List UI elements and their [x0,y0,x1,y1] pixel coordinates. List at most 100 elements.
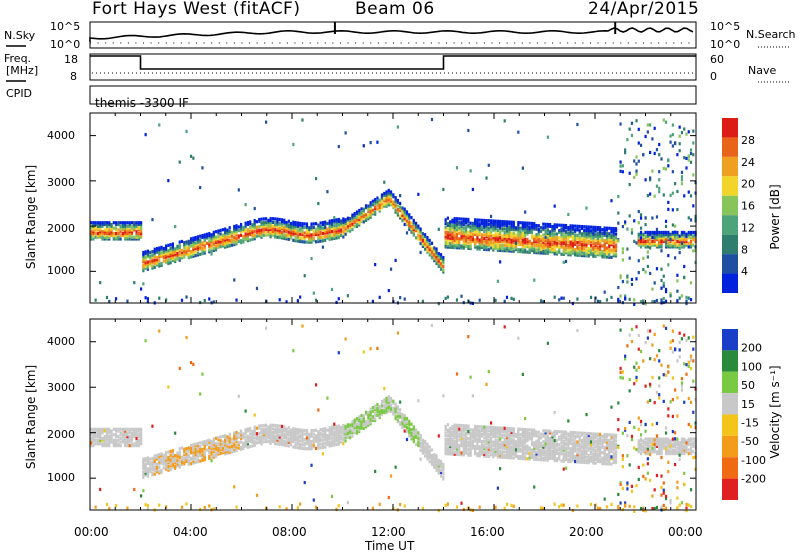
power-cell [449,220,452,224]
power-cell [296,228,299,232]
velocity-cell [349,428,352,433]
power-cell [112,221,115,225]
power-cell [674,236,677,240]
power-cell [312,231,315,235]
velocity-cell [169,464,172,468]
power-noise [635,162,638,166]
power-cell [410,225,413,229]
velocity-cell [519,456,522,461]
power-cell [203,236,206,241]
velocity-cell [294,427,297,431]
power-noise [471,187,474,192]
velocity-cell [301,434,304,438]
power-cell [505,231,509,235]
power-cell [342,219,345,223]
velocity-cell [171,456,175,460]
power-noise [369,141,372,145]
power-cell [169,255,172,259]
velocity-cell [328,435,331,439]
power-cell [599,235,602,239]
velocity-cell [464,436,468,441]
velocity-cell [299,444,302,448]
velocity-cell [553,446,556,450]
velocity-cell [564,446,568,451]
velocity-cell [210,450,213,454]
power-cell [476,220,479,224]
velocity-cell [114,429,118,433]
power-cell [596,235,599,239]
power-cell [264,231,268,235]
velocity-cell [183,460,186,464]
velocity-cell [267,436,270,440]
velocity-cell [555,459,559,463]
velocity-cell [389,409,393,413]
velocity-cell [235,439,238,444]
velocity-cell [233,436,236,441]
power-cell [521,239,524,243]
velocity-cell [478,432,481,436]
power-noise [676,207,679,212]
velocity-cell [308,438,311,442]
velocity-cell [335,437,338,441]
power-cell [501,229,504,233]
power-noise [667,200,670,205]
velocity-cell [562,452,565,456]
power-cell [637,236,640,240]
power-cell [412,227,415,232]
power-cell [112,226,115,230]
power-cell [446,232,449,237]
power-cell [655,230,659,235]
velocity-cell [396,405,399,409]
power-noise [610,199,613,203]
power-cell [124,222,127,227]
velocity-cell [528,457,531,461]
power-cell [274,231,277,235]
power-cell [605,250,609,254]
power-cell [103,228,106,232]
velocity-cell [503,443,506,447]
power-cell [644,230,647,235]
power-cell [651,243,654,247]
power-cell [501,223,504,227]
power-cell [680,230,684,235]
power-noise [653,194,656,198]
velocity-cell [94,427,97,431]
power-cell [499,245,502,249]
power-cell [346,223,349,228]
power-cell [474,223,477,227]
velocity-cell [219,439,222,443]
velocity-cell [485,434,488,438]
power-cell [128,230,131,234]
power-cell [578,230,581,234]
velocity-cell [449,439,452,443]
power-cell [589,249,593,253]
power-cell [496,241,499,245]
velocity-cell [560,433,563,438]
power-cell [233,232,236,236]
power-noise [680,131,684,135]
power-cell [458,242,461,246]
velocity-cell [317,432,320,436]
power-cell [685,241,688,245]
power-cell [646,230,649,235]
power-cell [212,248,215,253]
power-cell [285,230,288,234]
power-cell [471,234,474,238]
velocity-cell [119,433,122,437]
power-cell [508,233,511,237]
power-cell [576,237,579,241]
velocity-cell [260,442,263,446]
power-cell [224,241,227,246]
power-cell [524,223,527,227]
power-cell [428,242,431,246]
power-cell [319,232,322,236]
velocity-cell [264,440,268,444]
power-cell [458,231,461,235]
power-cell [203,235,206,239]
power-cell [692,243,695,247]
power-cell [594,238,597,242]
velocity-cell [353,427,356,431]
power-cell [533,247,536,251]
velocity-cell [433,456,436,460]
power-cell [358,221,361,225]
